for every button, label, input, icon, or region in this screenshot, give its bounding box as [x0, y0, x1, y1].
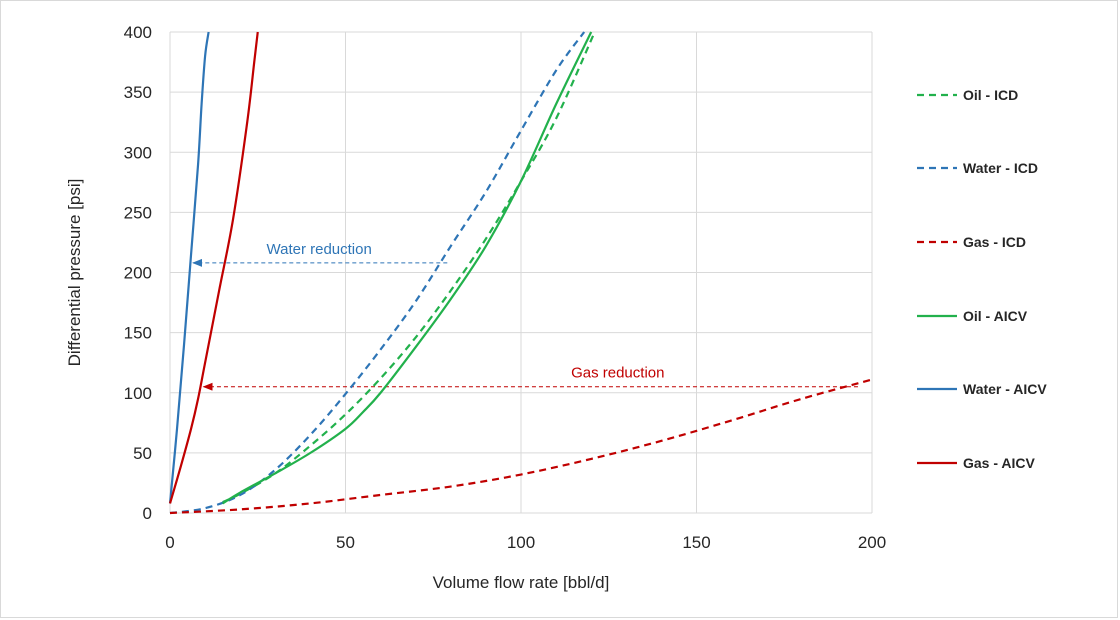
x-tick-label: 100 [507, 533, 535, 552]
series-line [169, 378, 873, 515]
y-tick-label: 350 [124, 83, 152, 102]
y-tick-label: 0 [143, 504, 152, 523]
annotation-label: Gas reduction [571, 365, 664, 382]
legend-label: Water - AICV [963, 381, 1047, 397]
legend-label: Oil - ICD [963, 87, 1018, 103]
y-tick-label: 200 [124, 264, 152, 283]
x-tick-label: 0 [165, 533, 174, 552]
series-line [222, 31, 593, 505]
legend-label: Gas - ICD [963, 234, 1026, 250]
y-tick-label: 300 [124, 143, 152, 162]
legend-label: Water - ICD [963, 160, 1038, 176]
x-tick-label: 200 [858, 533, 886, 552]
y-tick-labels: 0 50 100 150 200 250 300 350 400 [124, 23, 152, 523]
y-tick-label: 250 [124, 203, 152, 222]
x-tick-label: 50 [336, 533, 355, 552]
legend-label: Gas - AICV [963, 455, 1035, 471]
annotation-label: Water reduction [267, 241, 372, 258]
series-line [222, 31, 596, 504]
y-tick-label: 100 [124, 384, 152, 403]
x-tick-labels: 0 50 100 150 200 [165, 533, 886, 552]
series-line [168, 31, 210, 504]
series-line [168, 31, 259, 504]
legend: Oil - ICD Water - ICD Gas - ICD Oil - AICV W… [917, 87, 1047, 471]
y-tick-label: 50 [133, 444, 152, 463]
x-tick-label: 150 [682, 533, 710, 552]
annotation-arrows: Water reduction Gas reduction [192, 241, 858, 391]
x-axis-title: Volume flow rate [bbl/d] [433, 573, 610, 592]
series-lines [168, 31, 873, 515]
y-tick-label: 400 [124, 23, 152, 42]
y-tick-label: 150 [124, 324, 152, 343]
y-axis-title: Differential pressure [psi] [65, 179, 84, 367]
series-line [169, 31, 586, 515]
legend-label: Oil - AICV [963, 308, 1028, 324]
grid-lines [169, 31, 873, 514]
